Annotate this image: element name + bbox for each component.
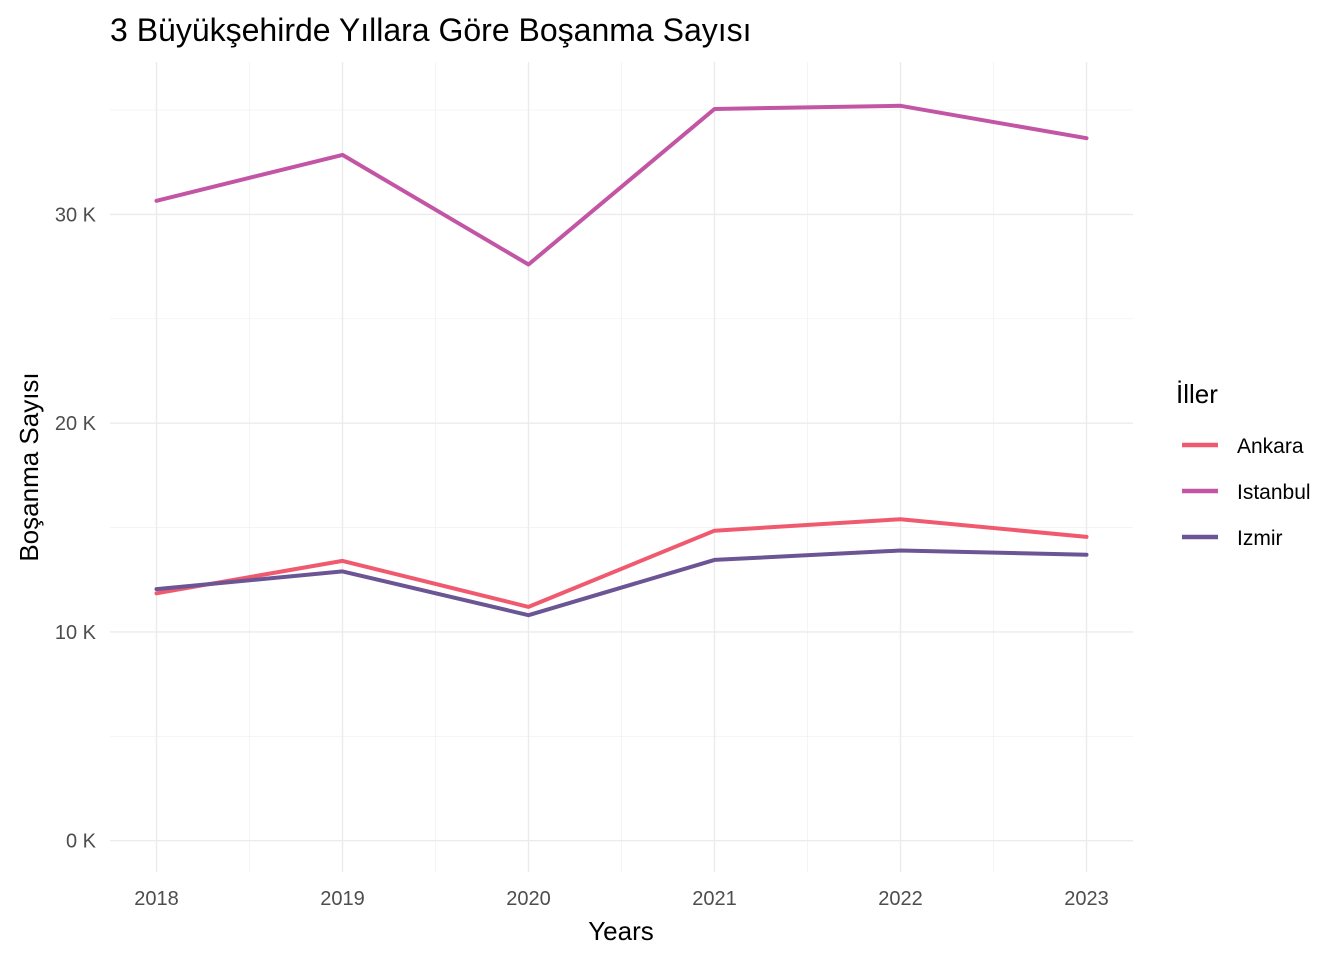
x-tick-label: 2021 — [692, 888, 737, 910]
x-tick-label: 2022 — [878, 888, 923, 910]
series-line-izmir — [154, 548, 1089, 618]
legend-label-istanbul: Istanbul — [1237, 481, 1311, 504]
grid — [110, 62, 1133, 872]
series-line-istanbul — [154, 103, 1089, 267]
legend-items: Ankara Istanbul Izmir — [1182, 435, 1311, 550]
legend-title: İller — [1176, 379, 1218, 409]
x-axis-ticks: 2018 2019 2020 2021 2022 2023 — [134, 888, 1109, 910]
y-tick-label: 20 K — [55, 413, 97, 435]
chart-title: 3 Büyükşehirde Yıllara Göre Boşanma Sayı… — [110, 12, 752, 48]
x-tick-label: 2019 — [320, 888, 365, 910]
y-axis-ticks: 0 K 10 K 20 K 30 K — [55, 204, 97, 852]
series-line-ankara — [154, 517, 1089, 609]
x-tick-label: 2018 — [134, 888, 179, 910]
series-group — [154, 103, 1089, 618]
x-tick-label: 2023 — [1064, 888, 1109, 910]
y-tick-label: 10 K — [55, 622, 97, 644]
x-axis-title: Years — [588, 916, 654, 946]
x-tick-label: 2020 — [506, 888, 551, 910]
legend-label-ankara: Ankara — [1237, 435, 1304, 458]
y-axis-title: Boşanma Sayısı — [14, 372, 44, 561]
y-tick-label: 30 K — [55, 204, 97, 226]
y-tick-label: 0 K — [66, 831, 97, 853]
legend: İller Ankara Istanbul Izmir — [1176, 379, 1311, 550]
legend-label-izmir: Izmir — [1237, 527, 1283, 550]
